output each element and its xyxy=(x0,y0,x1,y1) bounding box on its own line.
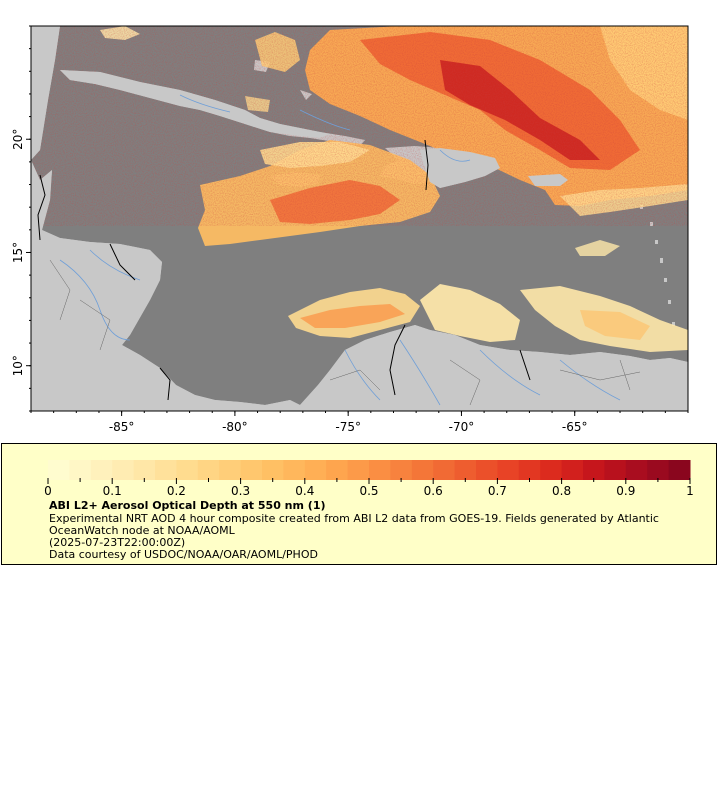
colorbar-tick-label-8: 0.8 xyxy=(552,484,571,498)
colorbar-tick-label-6: 0.6 xyxy=(424,484,443,498)
legend-description: Experimental NRT AOD 4 hour composite cr… xyxy=(49,512,659,537)
colorbar-tick-label-2: 0.2 xyxy=(167,484,186,498)
colorbar-bin xyxy=(133,460,156,480)
x-tick-label-2: -75° xyxy=(335,420,361,434)
colorbar-tick-label-5: 0.5 xyxy=(359,484,378,498)
colorbar-bin xyxy=(369,460,391,480)
x-axis: -85° -80° -75° -70° -65° xyxy=(30,411,689,434)
colorbar-bin xyxy=(240,460,263,480)
colorbar-tick-label-9: 0.9 xyxy=(616,484,635,498)
colorbar-bin xyxy=(497,460,520,480)
colorbar-bin xyxy=(176,460,199,480)
colorbar-bin xyxy=(262,460,284,480)
colorbar-bin xyxy=(604,460,627,480)
x-tick-label-4: -65° xyxy=(562,420,588,434)
colorbar-tick-label-1: 0.1 xyxy=(103,484,122,498)
colorbar-bin xyxy=(326,460,349,480)
colorbar-bin xyxy=(411,460,434,480)
colorbar-bin xyxy=(112,460,135,480)
colorbar-bin xyxy=(454,460,477,480)
colorbar-bin xyxy=(518,460,541,480)
colorbar-tick-label-0: 0 xyxy=(44,484,52,498)
land-overlay xyxy=(31,26,688,411)
colorbar-bin xyxy=(647,460,670,480)
colorbar-bin xyxy=(583,460,605,480)
x-tick-label-1: -80° xyxy=(222,420,248,434)
x-tick-label-3: -70° xyxy=(449,420,475,434)
colorbar-bin xyxy=(347,460,370,480)
colorbar-tick-label-3: 0.3 xyxy=(231,484,250,498)
map-frame xyxy=(30,25,689,412)
legend-timestamp: (2025-07-23T22:00:00Z) xyxy=(49,536,186,549)
colorbar-bin xyxy=(625,460,648,480)
colorbar-bin xyxy=(197,460,220,480)
colorbar-bin xyxy=(476,460,498,480)
colorbar: 0 0.1 0.2 0.3 0.4 0.5 0.6 0.7 0.8 0.9 1 xyxy=(44,460,694,498)
colorbar-bin xyxy=(540,460,563,480)
y-tick-label-2: 20° xyxy=(11,129,25,150)
colorbar-bin xyxy=(304,460,327,480)
legend-panel: 0 0.1 0.2 0.3 0.4 0.5 0.6 0.7 0.8 0.9 1 ABI L2+ Ae… xyxy=(1,443,717,565)
y-tick-label-1: 15° xyxy=(11,242,25,263)
colorbar-bin xyxy=(561,460,584,480)
rivers xyxy=(59,94,621,406)
y-axis: 10° 15° 20° xyxy=(11,25,31,412)
colorbar-bin xyxy=(155,460,177,480)
colorbar-bin xyxy=(48,460,70,480)
colorbar-bin xyxy=(90,460,113,480)
colorbar-bin xyxy=(69,460,92,480)
colorbar-tick-label-10: 1 xyxy=(686,484,694,498)
colorbar-bin xyxy=(390,460,413,480)
admin-borders xyxy=(49,259,641,406)
colorbar-tick-label-7: 0.7 xyxy=(488,484,507,498)
legend-credit: Data courtesy of USDOC/NOAA/OAR/AOML/PHO… xyxy=(49,548,318,561)
y-tick-label-0: 10° xyxy=(11,355,25,376)
legend-title: ABI L2+ Aerosol Optical Depth at 550 nm … xyxy=(49,499,326,512)
aod-map: -85° -80° -75° -70° -65° 10° 15° 20° xyxy=(11,25,689,434)
x-tick-label-0: -85° xyxy=(109,420,135,434)
colorbar-bin xyxy=(433,460,456,480)
country-borders xyxy=(37,139,531,401)
colorbar-bin xyxy=(668,460,691,480)
colorbar-bin xyxy=(283,460,306,480)
colorbar-tick-label-4: 0.4 xyxy=(295,484,314,498)
colorbar-bin xyxy=(219,460,242,480)
